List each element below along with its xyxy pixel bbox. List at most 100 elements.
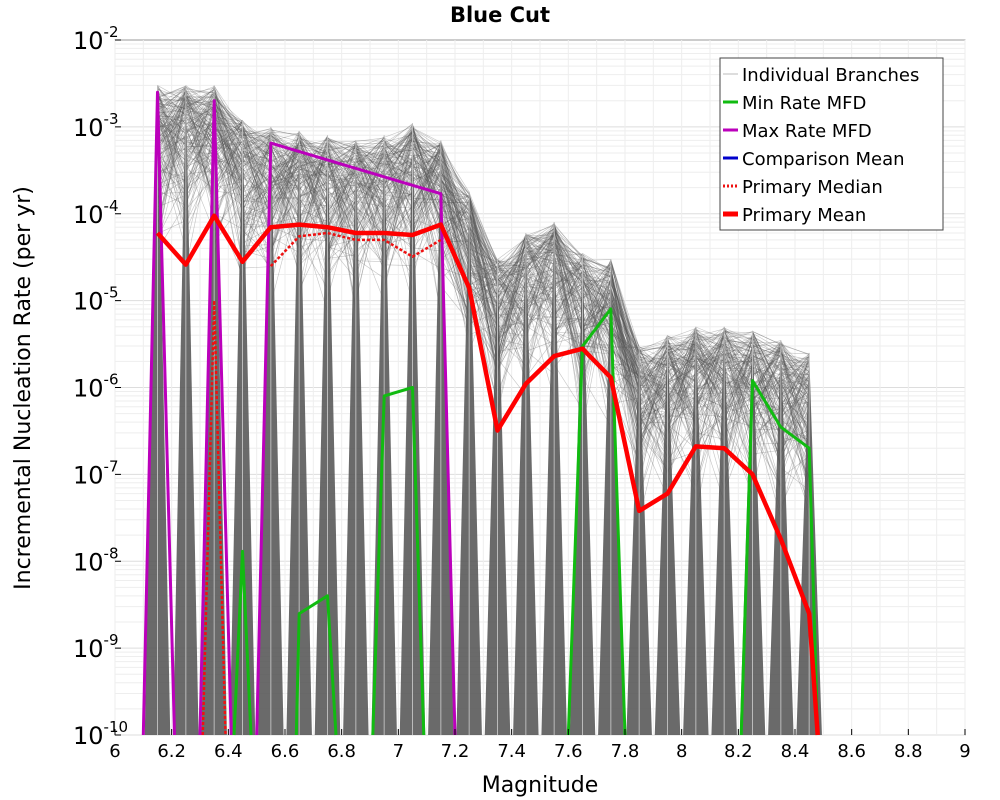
branch-line <box>327 227 357 274</box>
branch-line <box>440 186 470 240</box>
branch-line <box>242 180 272 220</box>
branch-line <box>185 97 215 117</box>
branch-line <box>638 354 668 386</box>
branch-line <box>327 139 357 309</box>
branch-line <box>298 132 328 204</box>
branch-line <box>497 270 527 297</box>
branch-line <box>695 397 725 447</box>
branch-line <box>610 306 640 380</box>
branch-line <box>412 212 442 269</box>
branch-line <box>468 206 498 399</box>
branch-line <box>468 213 498 285</box>
branch-line <box>553 229 583 274</box>
branch-line <box>723 362 753 485</box>
branch-line <box>497 278 527 315</box>
branch-line <box>497 281 527 314</box>
branch-line <box>582 260 612 418</box>
branch-line <box>780 385 810 460</box>
branch-line <box>582 259 612 332</box>
branch-line <box>497 297 527 382</box>
branch-line <box>384 161 413 164</box>
branch-line <box>723 360 753 393</box>
branch-line <box>638 393 668 416</box>
branch-line <box>497 298 527 319</box>
branch-line <box>412 158 442 181</box>
branch-line <box>780 372 810 476</box>
branch-line <box>213 132 243 196</box>
branch-line <box>213 96 243 189</box>
branch-line <box>327 138 356 150</box>
branch-line <box>525 268 555 322</box>
branch-line <box>412 127 441 143</box>
branch-line <box>667 346 696 354</box>
branch-line <box>412 150 442 278</box>
branch-line <box>185 146 215 180</box>
branch-line <box>355 140 385 151</box>
branch-line <box>468 201 498 265</box>
branch-line <box>298 161 328 236</box>
branch-line <box>440 200 470 235</box>
branch-line <box>525 236 555 241</box>
branch-line <box>723 337 753 365</box>
branch-line <box>412 197 441 201</box>
branch-line <box>468 224 498 320</box>
branch-line <box>468 258 498 359</box>
branch-line <box>412 144 441 160</box>
branch-line <box>582 263 612 295</box>
branch-line <box>157 87 187 193</box>
branch-line <box>497 266 526 270</box>
branch-line <box>695 353 725 375</box>
branch-line <box>384 149 413 156</box>
branch-line <box>497 261 527 355</box>
branch-line <box>157 111 187 242</box>
branch-line <box>270 139 300 290</box>
branch-line <box>695 358 725 424</box>
branch-line <box>157 88 186 100</box>
branch-line <box>667 332 697 435</box>
branch-line <box>525 340 555 352</box>
branch-line <box>355 190 385 200</box>
branch-line <box>270 150 300 190</box>
branch-line <box>525 243 555 317</box>
branch-line <box>412 123 442 233</box>
branch-line <box>157 98 186 110</box>
branch-line <box>610 316 640 399</box>
branch-line <box>468 266 498 287</box>
branch-line <box>355 152 385 230</box>
branch-line <box>752 340 781 348</box>
branch-line <box>667 330 697 419</box>
branch-line <box>752 394 782 433</box>
branch-line <box>242 205 271 216</box>
branch-line <box>780 349 810 441</box>
branch-line <box>327 189 357 216</box>
branch-line <box>667 384 696 398</box>
branch-line <box>553 258 583 363</box>
branch-line <box>185 107 215 135</box>
branch-line <box>242 177 272 226</box>
branch-line <box>525 228 555 247</box>
branch-line <box>695 345 725 356</box>
x-tick-label: 6 <box>109 741 120 762</box>
branch-line <box>157 104 187 154</box>
branch-line <box>639 374 668 390</box>
branch-line <box>497 249 527 292</box>
branch-line <box>610 345 640 408</box>
branch-line <box>213 102 243 183</box>
branch-line <box>157 110 187 139</box>
branch-line <box>554 294 583 314</box>
branch-line <box>752 422 781 424</box>
branch-line <box>638 370 668 449</box>
branch-line <box>752 380 782 408</box>
branch-line <box>723 370 753 435</box>
branch-line <box>355 154 385 202</box>
branch-line <box>497 287 527 356</box>
branch-line <box>214 136 243 144</box>
branch-line <box>780 344 810 355</box>
branch-line <box>213 102 243 231</box>
branch-line <box>440 180 470 211</box>
branch-line <box>554 262 583 272</box>
branch-line <box>298 165 328 186</box>
branch-line <box>695 331 725 462</box>
branch-line <box>667 365 697 451</box>
branch-line <box>639 341 668 349</box>
